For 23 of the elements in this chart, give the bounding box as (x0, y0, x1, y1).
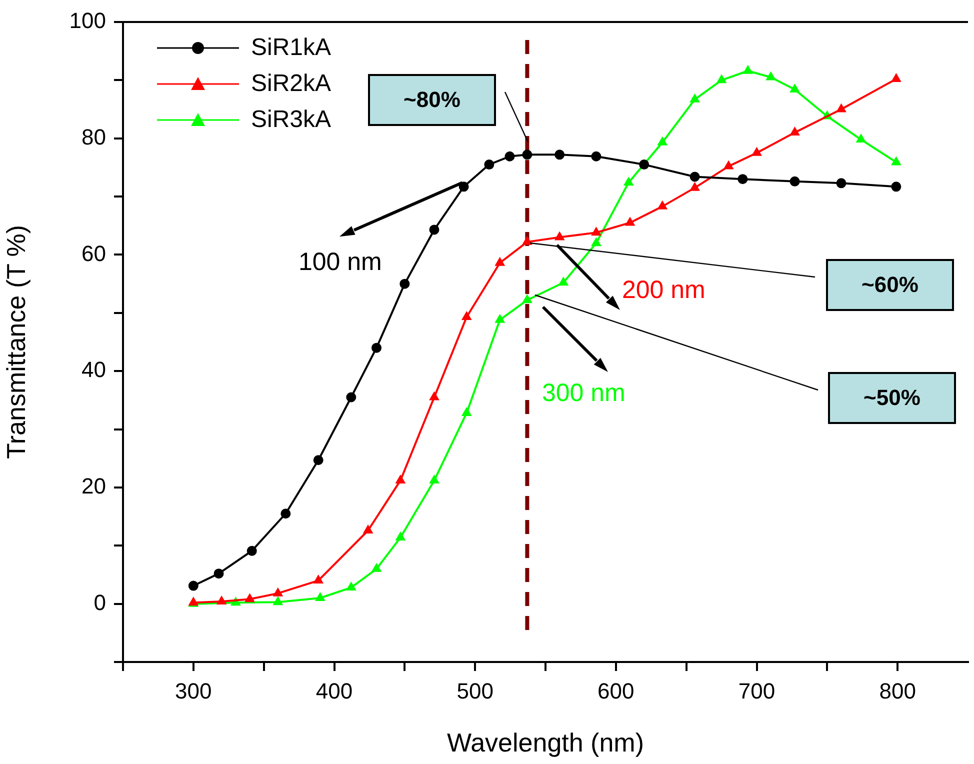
note-box: ~50% (828, 372, 956, 424)
note-box: ~80% (368, 74, 496, 126)
x-axis-title: Wavelength (nm) (447, 728, 644, 758)
legend-label: SiR1kA (251, 34, 332, 62)
x-tick-label: 700 (738, 678, 776, 704)
y-tick-label: 100 (69, 8, 106, 34)
legend-label: SiR2kA (251, 70, 332, 98)
x-tick-label: 800 (879, 678, 916, 704)
y-tick-label: 40 (82, 357, 106, 382)
annotation: 100 nm (298, 247, 382, 277)
y-tick-label: 60 (82, 240, 106, 266)
y-axis-title: Transmittance (T %) (0, 224, 31, 460)
y-tick-label: 20 (82, 474, 106, 499)
y-tick-label: 0 (94, 590, 106, 615)
annotation: 300 nm (542, 378, 626, 408)
annotation: 200 nm (622, 275, 706, 305)
legend-label: SiR3kA (251, 106, 332, 134)
x-tick-label: 400 (316, 678, 353, 704)
x-tick-label: 300 (175, 678, 212, 704)
y-tick-label: 80 (82, 124, 106, 150)
x-tick-label: 600 (598, 678, 634, 704)
note-box: ~60% (826, 259, 954, 311)
x-tick-label: 500 (456, 678, 494, 704)
